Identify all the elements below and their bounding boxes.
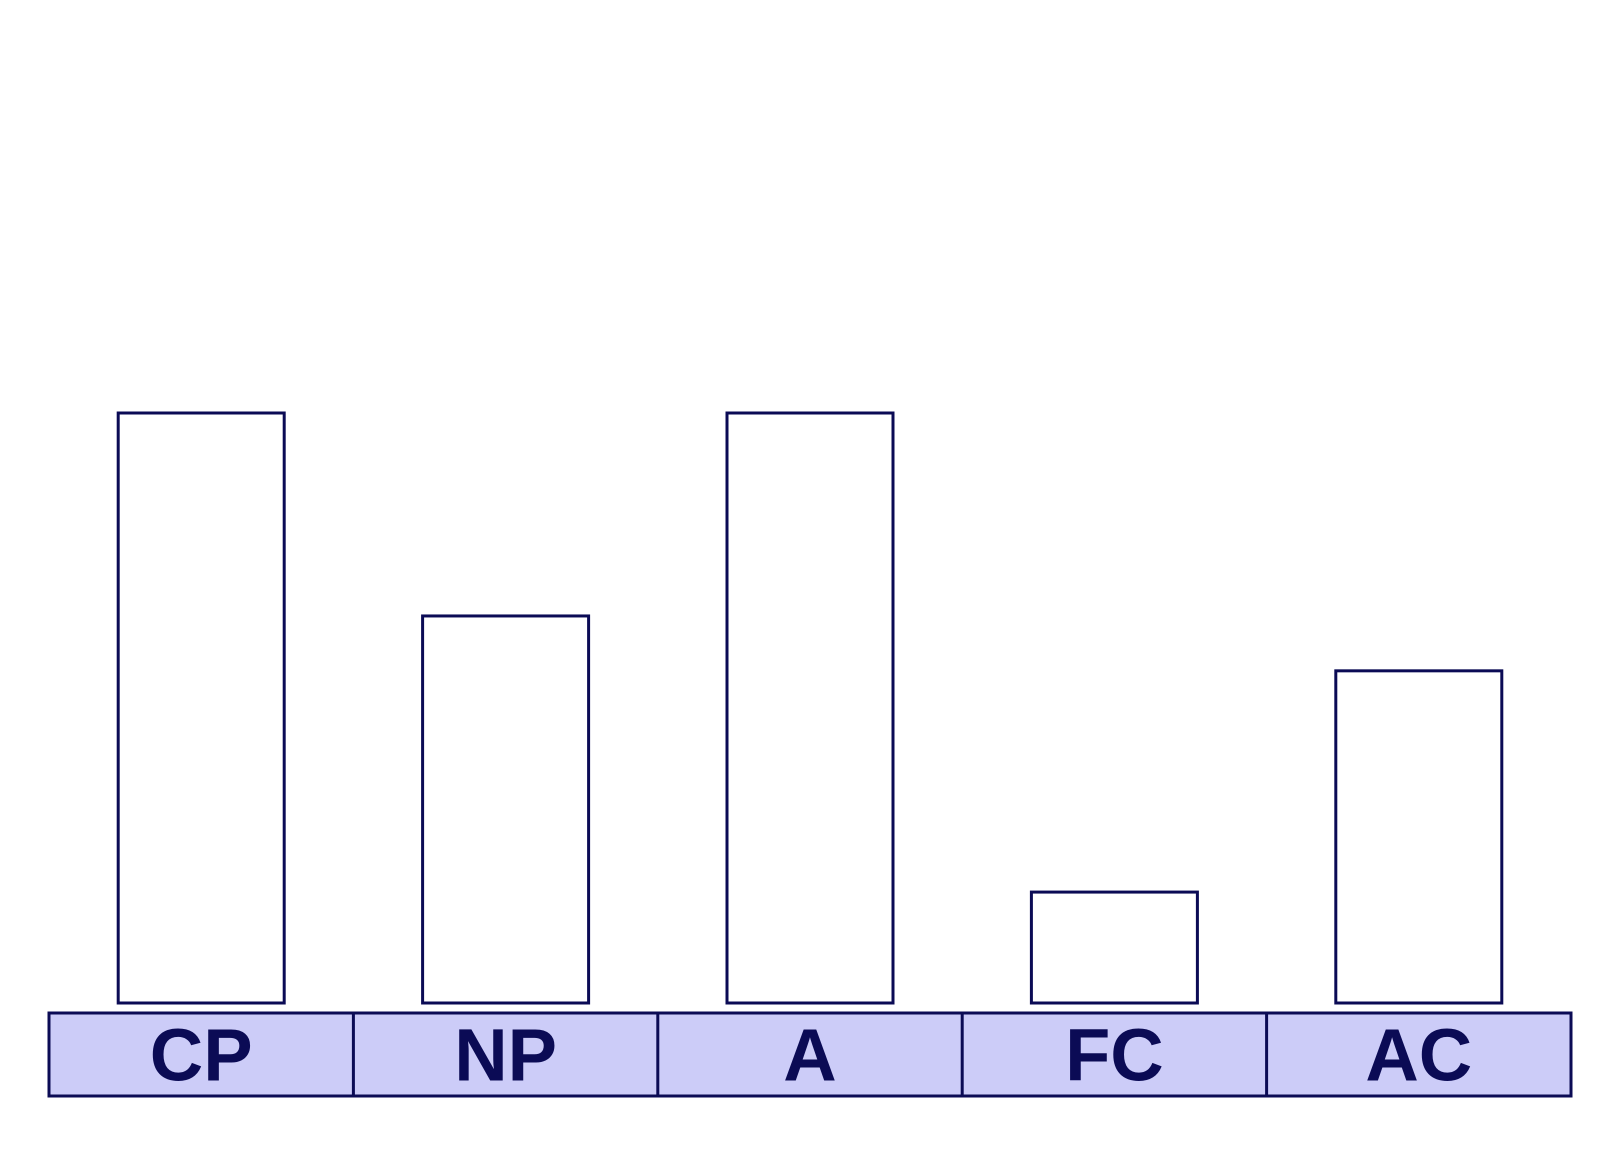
category-label-ac: AC xyxy=(1365,1014,1472,1097)
bar-np xyxy=(421,614,591,1005)
label-band-background xyxy=(47,1011,1573,1098)
bars-group xyxy=(116,411,1504,1005)
category-label-np: NP xyxy=(454,1014,557,1097)
category-label-fc: FC xyxy=(1065,1014,1164,1097)
category-label-a: A xyxy=(783,1014,836,1097)
bar-ac xyxy=(1334,669,1504,1005)
category-label-cp: CP xyxy=(150,1014,253,1097)
bar-cp xyxy=(116,411,286,1005)
category-label-band: CP NP A FC AC xyxy=(47,1011,1573,1098)
bar-fc xyxy=(1029,890,1199,1005)
bar-a xyxy=(725,411,895,1005)
